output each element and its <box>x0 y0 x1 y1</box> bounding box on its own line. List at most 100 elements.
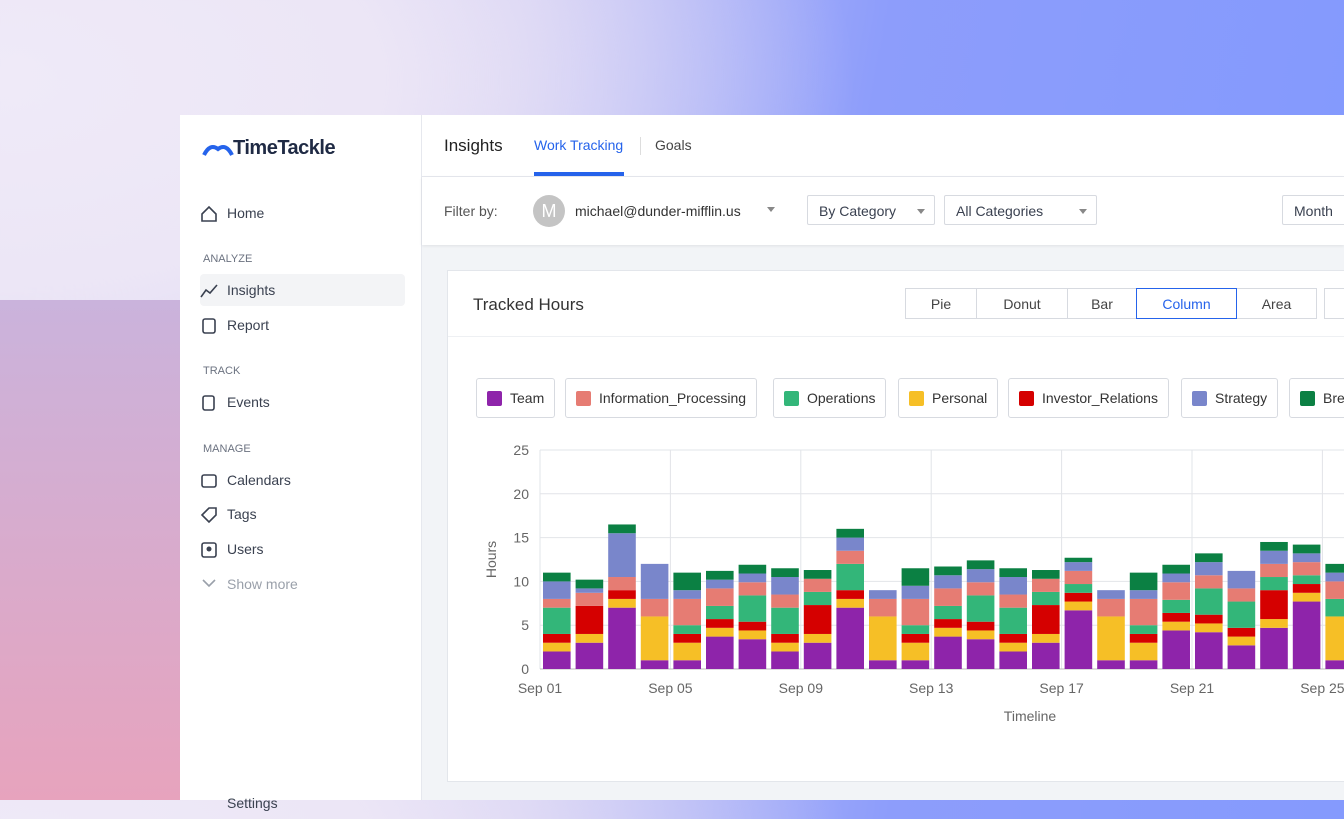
bar-segment <box>640 563 669 599</box>
show-more[interactable]: Show more <box>200 568 405 600</box>
bar-segment <box>1195 632 1223 669</box>
bar-segment <box>1129 572 1158 591</box>
legend-item[interactable]: Break <box>1289 378 1344 418</box>
bar-segment <box>966 582 995 596</box>
caret <box>1079 209 1087 214</box>
legend-label: Information_Processing <box>599 390 747 406</box>
legend-swatch <box>909 391 924 406</box>
legend-item[interactable]: Operations <box>773 378 887 418</box>
chart-type-button[interactable] <box>1324 288 1344 319</box>
x-tick-label: Sep 01 <box>518 680 563 696</box>
bar-segment <box>934 588 962 606</box>
bar-segment <box>738 573 767 583</box>
legend-label: Team <box>510 390 545 406</box>
chart-type-button-active[interactable]: Column <box>1136 288 1237 319</box>
top-nav: Insights Work Tracking Goals <box>422 115 1344 177</box>
nav-label: Events <box>227 394 270 410</box>
bar-segment <box>901 633 930 643</box>
legend-item[interactable]: Team <box>476 378 556 418</box>
button-text: Bar <box>1091 296 1113 312</box>
legend-swatch <box>576 391 591 406</box>
nav-label: Show more <box>227 576 298 592</box>
x-axis-title: Timeline <box>1004 708 1057 724</box>
group-select[interactable]: By Category <box>807 195 935 225</box>
bar-segment <box>1129 598 1158 626</box>
logo <box>202 145 234 156</box>
bar-segment <box>869 598 897 617</box>
nav-settings[interactable]: Settings <box>200 787 405 819</box>
nav-calendars[interactable]: Calendars <box>200 464 405 496</box>
bar-segment <box>869 616 897 661</box>
legend-item[interactable]: Information_Processing <box>565 378 758 418</box>
legend-item[interactable]: Personal <box>898 378 999 418</box>
bar-segment <box>608 533 636 578</box>
nav-label: Tags <box>227 506 257 522</box>
nav-users[interactable]: Users <box>200 533 405 565</box>
bar-segment <box>771 577 799 595</box>
bar-segment <box>1162 599 1190 613</box>
period-select[interactable]: Month <box>1282 195 1344 225</box>
sidebar: TimeTackle Home ANALYZE Insights Report … <box>180 115 422 811</box>
bar-segment <box>575 592 604 606</box>
bar-segment <box>999 577 1027 595</box>
bar-segment <box>1129 642 1158 661</box>
user-select[interactable]: michael@dunder-mifflin.us <box>575 203 741 219</box>
bar-segment <box>1097 590 1125 599</box>
bar-segment <box>836 537 864 551</box>
legend-item[interactable]: Investor_Relations <box>1008 378 1169 418</box>
bar-segment <box>1325 572 1344 582</box>
bar-segment <box>1064 562 1093 571</box>
bar-segment <box>673 660 701 669</box>
tab[interactable]: Goals <box>655 137 692 153</box>
bar-segment <box>836 598 864 608</box>
bar-segment <box>673 633 701 643</box>
bar-segment <box>836 607 864 669</box>
section-title: MANAGE <box>203 443 251 455</box>
bar-segment <box>640 660 669 669</box>
category-select[interactable]: All Categories <box>944 195 1097 225</box>
nav-insights[interactable]: Insights <box>200 274 405 306</box>
bar-segment <box>1325 660 1344 669</box>
bar-segment <box>771 642 799 652</box>
bar-segment <box>1195 614 1223 624</box>
x-tick-label: Sep 09 <box>779 680 824 696</box>
tab-active[interactable]: Work Tracking <box>534 137 624 153</box>
chart-type-button[interactable]: Area <box>1236 288 1317 319</box>
nav-events[interactable]: Events <box>200 386 405 418</box>
app-window: TimeTackle Home ANALYZE Insights Report … <box>180 115 1344 811</box>
bar-segment <box>836 590 864 599</box>
bar-segment <box>706 570 734 580</box>
bar-segment <box>934 566 962 576</box>
legend-label: Investor_Relations <box>1042 390 1158 406</box>
bar-segment <box>934 636 962 669</box>
bar-segment <box>1260 627 1288 669</box>
chart-type-button[interactable]: Pie <box>905 288 977 319</box>
bar-segment <box>1162 582 1190 600</box>
tab-indicator <box>534 172 624 176</box>
bar-segment <box>999 594 1027 608</box>
nav-home[interactable]: Home <box>200 197 405 229</box>
bar-segment <box>803 605 832 634</box>
bar-segment <box>640 616 669 661</box>
nav-report[interactable]: Report <box>200 309 405 341</box>
legend-label: Personal <box>932 390 988 406</box>
bar-segment <box>1325 563 1344 573</box>
nav-tags[interactable]: Tags <box>200 498 405 530</box>
button-text: Donut <box>1003 296 1041 312</box>
x-tick-label: Sep 25 <box>1300 680 1344 696</box>
bar-segment <box>1097 616 1125 661</box>
bar-segment <box>673 625 701 634</box>
bar-segment <box>608 598 636 608</box>
bar-segment <box>706 605 734 620</box>
bar-segment <box>1292 584 1321 593</box>
chart-type-button[interactable]: Donut <box>976 288 1068 319</box>
nav-label: Insights <box>227 282 276 298</box>
bar-segment <box>836 550 864 564</box>
chart-type-button[interactable]: Bar <box>1067 288 1137 319</box>
bar-segment <box>1227 627 1256 637</box>
bar-segment <box>1260 619 1288 628</box>
y-tick-label: 25 <box>513 442 529 458</box>
bar-segment <box>1064 592 1093 602</box>
bar-segment <box>1032 570 1060 579</box>
legend-item[interactable]: Strategy <box>1181 378 1279 418</box>
